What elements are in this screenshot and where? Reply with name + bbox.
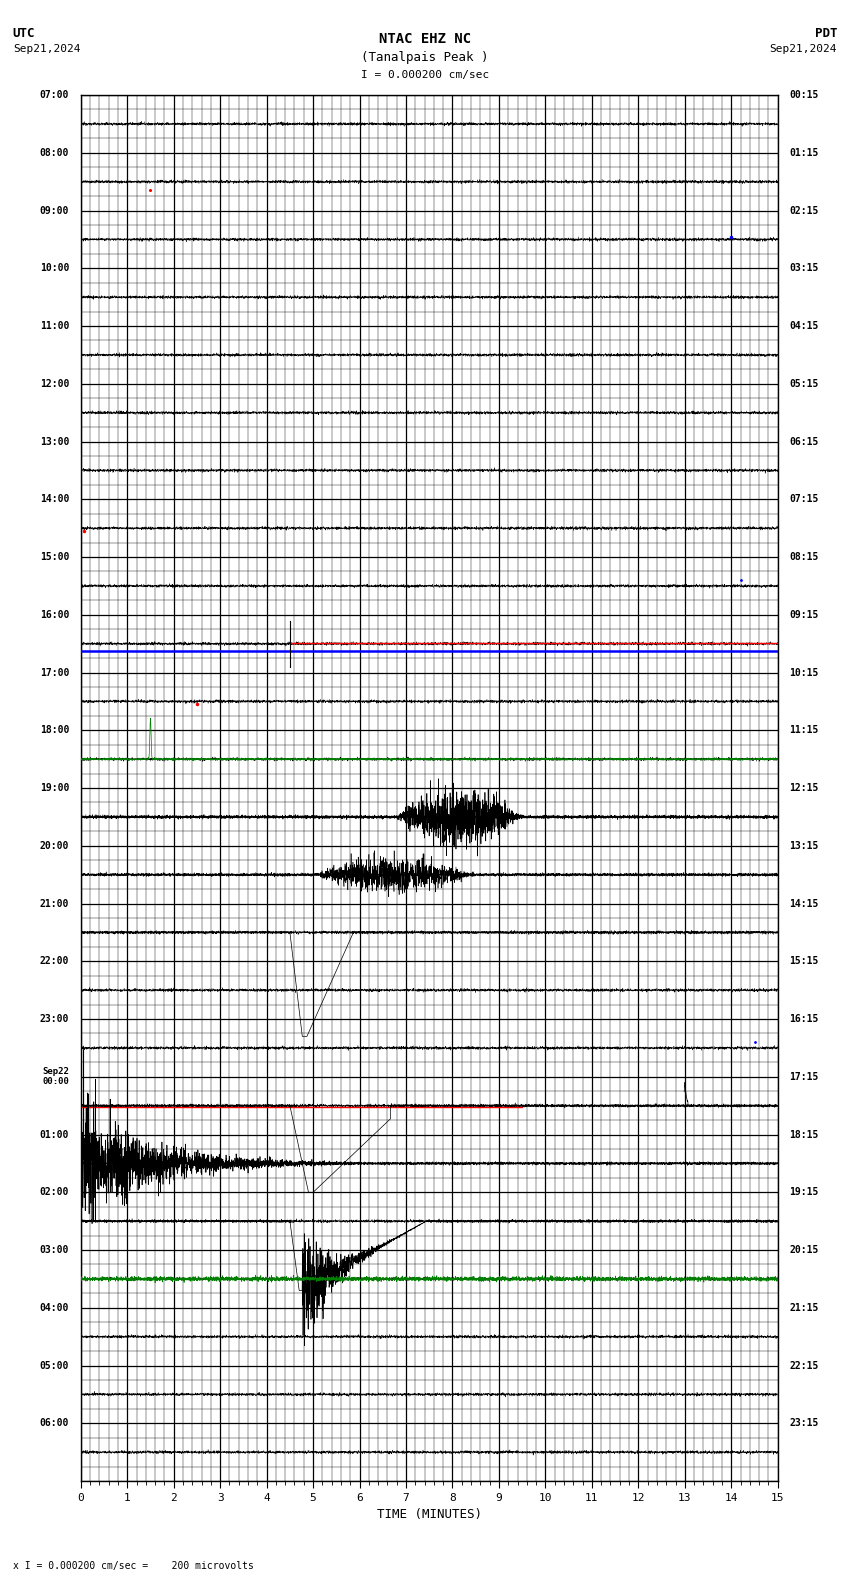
Text: 22:00: 22:00 [40,957,69,966]
Text: 02:00: 02:00 [40,1188,69,1198]
Text: 11:15: 11:15 [790,725,819,735]
Text: 07:15: 07:15 [790,494,819,504]
Text: 12:15: 12:15 [790,782,819,794]
Text: 08:15: 08:15 [790,553,819,562]
Text: 20:15: 20:15 [790,1245,819,1255]
Text: 18:15: 18:15 [790,1129,819,1139]
Text: 14:00: 14:00 [40,494,69,504]
Text: 15:15: 15:15 [790,957,819,966]
Text: 16:00: 16:00 [40,610,69,619]
X-axis label: TIME (MINUTES): TIME (MINUTES) [377,1508,482,1521]
Text: 05:15: 05:15 [790,379,819,388]
Text: 13:15: 13:15 [790,841,819,851]
Text: 12:00: 12:00 [40,379,69,388]
Text: Sep22
00:00: Sep22 00:00 [42,1068,69,1087]
Text: PDT: PDT [815,27,837,40]
Text: 13:00: 13:00 [40,437,69,447]
Text: 17:00: 17:00 [40,667,69,678]
Text: 08:00: 08:00 [40,147,69,158]
Text: 16:15: 16:15 [790,1014,819,1023]
Text: 22:15: 22:15 [790,1361,819,1370]
Text: 14:15: 14:15 [790,898,819,909]
Text: Sep21,2024: Sep21,2024 [770,44,837,54]
Text: I = 0.000200 cm/sec: I = 0.000200 cm/sec [361,70,489,79]
Text: 11:00: 11:00 [40,322,69,331]
Text: 10:00: 10:00 [40,263,69,274]
Text: 21:00: 21:00 [40,898,69,909]
Text: 15:00: 15:00 [40,553,69,562]
Text: 07:00: 07:00 [40,90,69,100]
Text: NTAC EHZ NC: NTAC EHZ NC [379,32,471,46]
Text: 06:00: 06:00 [40,1418,69,1429]
Text: 19:00: 19:00 [40,782,69,794]
Text: 03:15: 03:15 [790,263,819,274]
Text: 03:00: 03:00 [40,1245,69,1255]
Text: 01:00: 01:00 [40,1129,69,1139]
Text: 09:15: 09:15 [790,610,819,619]
Text: 20:00: 20:00 [40,841,69,851]
Text: x I = 0.000200 cm/sec =    200 microvolts: x I = 0.000200 cm/sec = 200 microvolts [13,1562,253,1571]
Text: Sep21,2024: Sep21,2024 [13,44,80,54]
Text: 09:00: 09:00 [40,206,69,215]
Text: 00:15: 00:15 [790,90,819,100]
Text: 18:00: 18:00 [40,725,69,735]
Text: 10:15: 10:15 [790,667,819,678]
Text: 05:00: 05:00 [40,1361,69,1370]
Text: 23:15: 23:15 [790,1418,819,1429]
Text: 23:00: 23:00 [40,1014,69,1023]
Text: (Tanalpais Peak ): (Tanalpais Peak ) [361,51,489,63]
Text: 06:15: 06:15 [790,437,819,447]
Text: 19:15: 19:15 [790,1188,819,1198]
Text: 04:00: 04:00 [40,1302,69,1313]
Text: 04:15: 04:15 [790,322,819,331]
Text: 17:15: 17:15 [790,1072,819,1082]
Text: 21:15: 21:15 [790,1302,819,1313]
Text: 01:15: 01:15 [790,147,819,158]
Text: UTC: UTC [13,27,35,40]
Text: 02:15: 02:15 [790,206,819,215]
